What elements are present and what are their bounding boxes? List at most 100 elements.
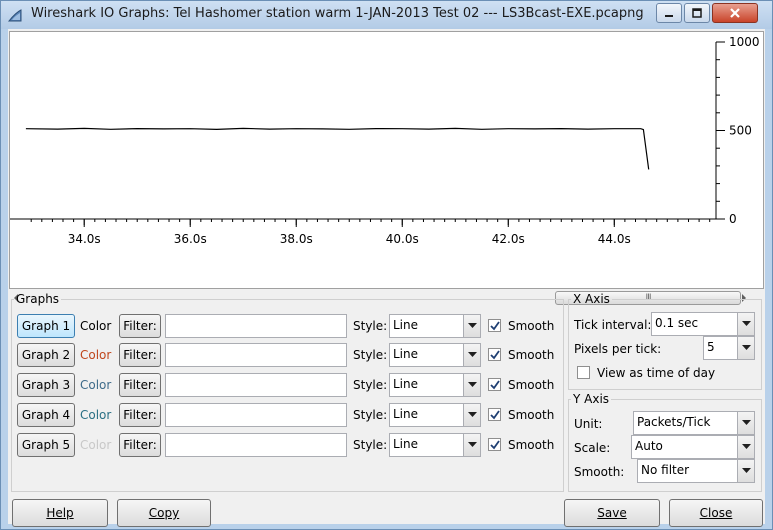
graph-4-filter-button[interactable]: Filter:: [119, 403, 161, 427]
style-value: Line: [393, 318, 419, 332]
maximize-button[interactable]: [684, 3, 710, 23]
filter-button-label: Filter:: [123, 319, 157, 333]
filter-button-label: Filter:: [123, 408, 157, 422]
x-tick-label: 36.0s: [174, 232, 207, 246]
graph-1-series-line: [25, 127, 650, 170]
pixels-per-tick-select[interactable]: 5: [703, 336, 755, 360]
graph-2-smooth-checkbox[interactable]: [488, 348, 501, 361]
graph-3-filter-button[interactable]: Filter:: [119, 373, 161, 397]
view-time-of-day-checkbox[interactable]: [577, 366, 590, 379]
graph-2-smooth-label: Smooth: [508, 348, 555, 362]
title-bar[interactable]: Wireshark IO Graphs: Tel Hashomer statio…: [1, 1, 772, 29]
help-button[interactable]: Help: [12, 499, 108, 527]
graph-3-smooth-checkbox[interactable]: [488, 378, 501, 391]
graph-5-toggle-button[interactable]: Graph 5: [17, 433, 75, 457]
graph-1-smooth-label: Smooth: [508, 319, 555, 333]
dialog-body: 34.0s 36.0s 38.0s 40.0s 42.0s 44.0s 1000 500 0 I…: [8, 29, 765, 527]
save-button-label: Save: [597, 506, 627, 520]
checkmark-icon: [489, 320, 500, 330]
y-smooth-select[interactable]: No filter: [637, 459, 755, 483]
dropdown-arrow-icon[interactable]: [737, 460, 754, 482]
graph-1-style-select[interactable]: Line: [389, 314, 481, 338]
graph-3-filter-input[interactable]: [165, 373, 347, 397]
window-title: Wireshark IO Graphs: Tel Hashomer statio…: [31, 6, 644, 21]
copy-button[interactable]: Copy: [117, 499, 211, 527]
wireshark-fin-icon: [7, 9, 22, 22]
graph-button-label: Graph 2: [21, 348, 71, 362]
graph-1-style-label: Style:: [353, 319, 388, 333]
pixels-per-tick-value: 5: [707, 340, 715, 354]
save-button[interactable]: Save: [564, 499, 660, 527]
graph-3-smooth-label: Smooth: [508, 378, 555, 392]
scroll-thumb[interactable]: III: [555, 291, 741, 305]
dropdown-arrow-icon[interactable]: [737, 337, 754, 359]
graph-4-style-select[interactable]: Line: [389, 403, 481, 427]
checkmark-icon: [489, 379, 500, 389]
filter-button-label: Filter:: [123, 378, 157, 392]
graph-button-label: Graph 4: [21, 408, 71, 422]
dropdown-arrow-icon[interactable]: [463, 404, 480, 426]
style-value: Line: [393, 347, 419, 361]
style-value: Line: [393, 407, 419, 421]
graph-2-filter-input[interactable]: [165, 343, 347, 367]
filter-button-label: Filter:: [123, 438, 157, 452]
graph-2-toggle-button[interactable]: Graph 2: [17, 343, 75, 367]
graph-4-smooth-checkbox[interactable]: [488, 408, 501, 421]
close-icon: [730, 8, 740, 18]
graph-5-filter-input[interactable]: [165, 433, 347, 457]
graph-button-label: Graph 3: [21, 378, 71, 392]
scale-select[interactable]: Auto: [631, 435, 755, 459]
graph-1-filter-button[interactable]: Filter:: [119, 314, 161, 338]
y-axis-legend: Y Axis: [573, 392, 610, 406]
graph-5-style-label: Style:: [353, 438, 388, 452]
dropdown-arrow-icon[interactable]: [463, 315, 480, 337]
graph-5-filter-button[interactable]: Filter:: [119, 433, 161, 457]
filter-button-label: Filter:: [123, 348, 157, 362]
graph-4-color-label: Color: [80, 408, 112, 422]
graph-horizontal-scrollbar[interactable]: III: [9, 290, 749, 306]
io-graph-chart: 34.0s 36.0s 38.0s 40.0s 42.0s 44.0s 1000 500 0: [10, 35, 760, 246]
x-tick-label: 44.0s: [598, 232, 631, 246]
scale-label: Scale:: [574, 441, 611, 455]
graph-1-filter-input[interactable]: [165, 314, 347, 338]
graph-5-style-select[interactable]: Line: [389, 433, 481, 457]
io-graph-plot[interactable]: 34.0s 36.0s 38.0s 40.0s 42.0s 44.0s 1000 500 0: [9, 31, 764, 289]
graph-5-color-label: Color: [80, 438, 112, 452]
graph-5-smooth-checkbox[interactable]: [488, 438, 501, 451]
close-button-label: Close: [699, 506, 733, 520]
close-window-button[interactable]: [712, 3, 758, 23]
scroll-right-arrow-icon[interactable]: [737, 290, 751, 306]
y-tick-label: 0: [729, 212, 737, 226]
view-time-of-day-label: View as time of day: [597, 366, 716, 380]
dropdown-arrow-icon[interactable]: [463, 344, 480, 366]
x-tick-label: 42.0s: [492, 232, 525, 246]
y-tick-label: 500: [729, 124, 752, 138]
graph-button-label: Graph 5: [21, 438, 71, 452]
dropdown-arrow-icon[interactable]: [463, 434, 480, 456]
graph-3-toggle-button[interactable]: Graph 3: [17, 373, 75, 397]
x-tick-label: 38.0s: [280, 232, 313, 246]
dropdown-arrow-icon[interactable]: [737, 436, 754, 458]
tick-interval-value: 0.1 sec: [655, 316, 699, 330]
graph-1-smooth-checkbox[interactable]: [488, 319, 501, 332]
graph-2-filter-button[interactable]: Filter:: [119, 343, 161, 367]
unit-select[interactable]: Packets/Tick: [633, 411, 755, 435]
dropdown-arrow-icon[interactable]: [463, 374, 480, 396]
graph-1-toggle-button[interactable]: Graph 1: [17, 314, 75, 338]
x-axis-legend: X Axis: [573, 292, 610, 306]
close-button[interactable]: Close: [669, 499, 763, 527]
graph-4-toggle-button[interactable]: Graph 4: [17, 403, 75, 427]
tick-interval-select[interactable]: 0.1 sec: [651, 312, 755, 336]
graph-4-filter-input[interactable]: [165, 403, 347, 427]
graph-button-label: Graph 1: [21, 319, 71, 333]
minimize-button[interactable]: [656, 3, 682, 23]
checkmark-icon: [489, 439, 500, 449]
checkmark-icon: [489, 349, 500, 359]
dropdown-arrow-icon[interactable]: [737, 412, 754, 434]
scroll-left-arrow-icon[interactable]: [9, 290, 23, 306]
graph-3-style-select[interactable]: Line: [389, 373, 481, 397]
dropdown-arrow-icon[interactable]: [737, 313, 754, 335]
graph-2-style-select[interactable]: Line: [389, 343, 481, 367]
graph-1-color-label: Color: [80, 319, 112, 333]
